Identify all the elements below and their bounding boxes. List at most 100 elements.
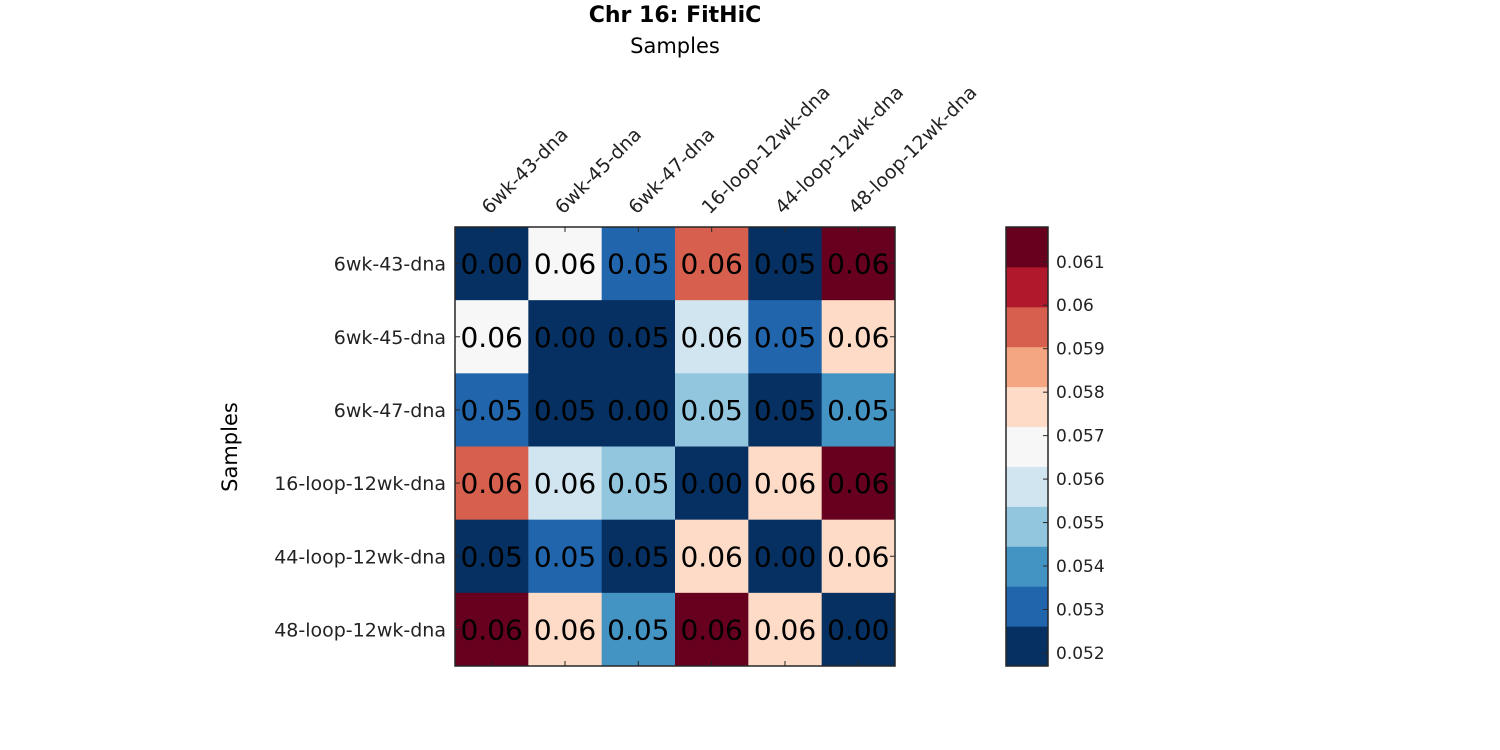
heatmap-cell [601, 300, 676, 374]
heatmap-cell [455, 592, 529, 667]
cell-value-label: 0.05 [680, 394, 742, 427]
heatmap-cell [675, 519, 749, 594]
cell-value-label: 0.00 [827, 613, 889, 646]
cell-value-label: 0.05 [754, 321, 816, 354]
cell-value-label: 0.05 [460, 394, 522, 427]
x-tick-label: 48-loop-12wk-dna [844, 81, 981, 218]
y-tick-label: 6wk-45-dna [334, 327, 446, 349]
heatmap-cell [748, 373, 823, 447]
colorbar-segment [1006, 626, 1048, 667]
cell-value-label: 0.00 [607, 394, 669, 427]
cell-value-label: 0.06 [827, 321, 889, 354]
cell-value-label: 0.05 [827, 394, 889, 427]
cell-value-label: 0.06 [680, 613, 742, 646]
cell-value-label: 0.06 [460, 613, 522, 646]
colorbar-segment [1006, 227, 1048, 268]
cell-value-label: 0.06 [534, 613, 596, 646]
colorbar-segment [1006, 466, 1048, 507]
y-tick-label: 16-loop-12wk-dna [274, 473, 446, 495]
heatmap-cell [455, 300, 529, 374]
x-tick-label: 16-loop-12wk-dna [698, 81, 835, 218]
y-tick-label: 48-loop-12wk-dna [274, 619, 446, 641]
heatmap-cell [821, 446, 896, 521]
heatmap-cell [528, 592, 603, 667]
heatmap-cell [675, 300, 749, 374]
heatmap-cell [601, 373, 676, 447]
cell-value-label: 0.06 [460, 467, 522, 500]
colorbar: 0.052 0.053 0.054 0.055 0.056 0.057 0.058 0.059… [1005, 226, 1105, 667]
colorbar-tick-label: 0.061 [1056, 253, 1105, 273]
cell-value-label: 0.00 [680, 467, 742, 500]
heatmap-cell [455, 446, 529, 521]
colorbar-segment [1006, 506, 1048, 547]
heatmap-cell [675, 446, 749, 521]
colorbar-tick-label: 0.06 [1056, 296, 1094, 316]
colorbar-frame [1005, 226, 1049, 667]
x-axis-label: Samples [630, 34, 720, 58]
colorbar-tick-label: 0.053 [1056, 600, 1105, 620]
heatmap-cell [601, 227, 676, 301]
cell-value-label: 0.06 [754, 613, 816, 646]
cell-value-label: 0.05 [607, 467, 669, 500]
heatmap-cells [455, 227, 896, 667]
y-axis-label: Samples [218, 402, 242, 492]
heatmap-cell [821, 300, 896, 374]
colorbar-segment [1006, 426, 1048, 467]
y-tick-labels: 6wk-43-dna 6wk-45-dna 6wk-47-dna 16-loop-12… [274, 254, 895, 641]
heatmap-cell [455, 373, 529, 447]
cell-value-label: 0.06 [460, 321, 522, 354]
colorbar-tick-label: 0.059 [1056, 340, 1105, 360]
plot-frame [454, 226, 896, 667]
y-tick-label: 6wk-47-dna [334, 400, 446, 422]
cell-value-label: 0.06 [680, 321, 742, 354]
cell-value-label: 0.05 [607, 248, 669, 281]
cell-value-label: 0.06 [534, 467, 596, 500]
heatmap-cell [748, 519, 823, 594]
cell-value-label: 0.05 [607, 321, 669, 354]
cell-value-label: 0.06 [680, 248, 742, 281]
heatmap-cell [748, 227, 823, 301]
chart-title: Chr 16: FitHiC [589, 3, 762, 28]
colorbar-segment [1006, 306, 1048, 348]
heatmap-cell [821, 227, 896, 301]
heatmap-cell [821, 592, 896, 667]
heatmap-cell [528, 373, 603, 447]
heatmap-cell [528, 519, 603, 594]
cell-value-label: 0.00 [534, 321, 596, 354]
heatmap-cell [601, 519, 676, 594]
heatmap-cell [748, 300, 823, 374]
heatmap-cell [821, 373, 896, 447]
cell-value-label: 0.06 [827, 540, 889, 573]
heatmap-cell [748, 446, 823, 521]
y-tick-label: 6wk-43-dna [334, 254, 446, 276]
heatmap-cell [528, 227, 603, 301]
colorbar-tick-label: 0.056 [1056, 470, 1105, 490]
heatmap-cell-labels: 0.00 0.06 0.05 0.06 0.05 0.06 0.06 0.00 0.05 0.06… [460, 248, 889, 647]
cell-value-label: 0.05 [607, 613, 669, 646]
cell-value-label: 0.05 [754, 394, 816, 427]
cell-value-label: 0.05 [607, 540, 669, 573]
heatmap-cell [675, 227, 749, 301]
cell-value-label: 0.05 [534, 394, 596, 427]
cell-value-label: 0.05 [534, 540, 596, 573]
heatmap-cell [455, 519, 529, 594]
cell-value-label: 0.06 [827, 248, 889, 281]
heatmap-cell [748, 592, 823, 667]
colorbar-segment [1006, 546, 1048, 587]
heatmap-cell [675, 373, 749, 447]
cell-value-label: 0.05 [754, 248, 816, 281]
cell-value-label: 0.06 [827, 467, 889, 500]
cell-value-label: 0.05 [460, 540, 522, 573]
colorbar-tick-label: 0.054 [1056, 557, 1105, 577]
colorbar-tick-label: 0.058 [1056, 383, 1105, 403]
heatmap-cell [455, 227, 529, 301]
y-tick-label: 44-loop-12wk-dna [274, 546, 446, 568]
colorbar-tick-label: 0.052 [1056, 644, 1105, 664]
heatmap-cell [601, 592, 676, 667]
cell-value-label: 0.00 [754, 540, 816, 573]
heatmap-cell [821, 519, 896, 594]
x-tick-label: 44-loop-12wk-dna [771, 81, 908, 218]
colorbar-segment [1006, 386, 1048, 428]
cell-value-label: 0.06 [534, 248, 596, 281]
